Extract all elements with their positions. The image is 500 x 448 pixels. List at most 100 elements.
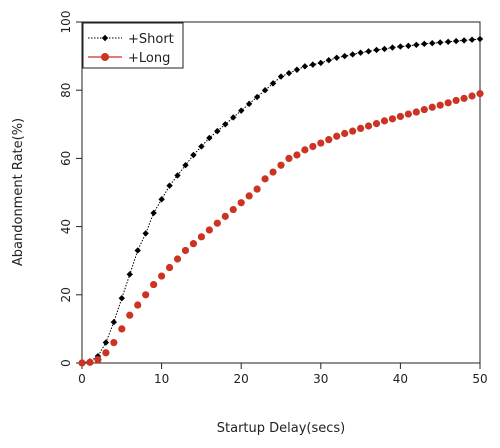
data-point [429, 39, 436, 47]
y-tick-label: 60 [59, 151, 73, 166]
data-point [134, 247, 141, 254]
data-point [333, 54, 340, 62]
data-point [325, 56, 332, 64]
y-tick-label: 0 [59, 359, 73, 367]
data-point [372, 120, 381, 128]
data-point [460, 94, 468, 102]
x-tick-label: 30 [313, 372, 328, 386]
x-tick-label: 10 [154, 372, 169, 386]
data-point [428, 103, 436, 111]
y-tick-label: 80 [59, 83, 73, 98]
data-point [460, 37, 468, 44]
data-point [150, 209, 157, 217]
data-point [341, 129, 349, 138]
data-point [102, 349, 110, 357]
data-point [222, 121, 229, 128]
data-point [230, 114, 237, 121]
legend-box [82, 22, 184, 69]
data-point [301, 63, 309, 70]
data-point [373, 46, 380, 54]
data-point [158, 196, 165, 203]
data-point [349, 51, 356, 58]
data-point [238, 107, 245, 114]
legend-marker [101, 53, 109, 61]
data-point [205, 226, 213, 234]
data-point [413, 41, 420, 49]
data-point [245, 192, 253, 200]
data-point [110, 338, 118, 347]
y-tick-label: 100 [59, 11, 73, 34]
data-point [285, 69, 293, 77]
legend-label: +Short [128, 32, 174, 47]
data-point [309, 61, 317, 68]
data-point [150, 280, 158, 289]
data-point [468, 36, 476, 43]
data-point [126, 271, 133, 278]
data-point [285, 154, 293, 162]
data-point [126, 311, 134, 319]
data-point [269, 168, 277, 176]
data-point [412, 108, 420, 116]
data-point [309, 142, 317, 151]
data-point [381, 45, 388, 53]
data-point [468, 92, 476, 100]
data-point [389, 44, 396, 51]
data-point [86, 358, 94, 366]
data-point [397, 43, 404, 50]
x-axis-label: Startup Delay(secs) [217, 421, 346, 436]
data-point [405, 42, 412, 50]
series-layer [78, 35, 484, 367]
data-point [293, 66, 301, 73]
data-point [357, 49, 364, 56]
data-point [142, 230, 149, 237]
y-tick-label: 20 [59, 287, 73, 302]
data-point [421, 40, 428, 48]
data-point [221, 212, 229, 220]
series-line [81, 38, 481, 364]
x-tick-label: 50 [472, 372, 487, 386]
data-point [436, 101, 444, 109]
data-point [206, 134, 213, 142]
data-point [197, 233, 205, 241]
data-point [173, 255, 182, 263]
data-point [237, 199, 245, 207]
y-tick-label: 40 [59, 219, 73, 234]
axis-ticks: 0 10 20 30 40 50 0 20 40 60 80 100 [59, 11, 488, 386]
data-point [182, 162, 189, 169]
data-point [420, 106, 428, 114]
data-point [349, 127, 357, 135]
data-point [118, 295, 125, 302]
x-tick-label: 20 [234, 372, 249, 386]
data-point [253, 185, 261, 193]
data-point [102, 339, 110, 346]
data-point [452, 37, 460, 45]
data-point [181, 246, 190, 255]
data-point [174, 172, 181, 179]
data-point [476, 90, 484, 98]
data-point [198, 143, 205, 150]
data-point [333, 132, 341, 140]
data-point [476, 35, 484, 43]
data-point [142, 291, 150, 299]
legend-label: +Long [128, 51, 170, 66]
data-point [325, 136, 333, 144]
data-point [189, 240, 198, 248]
data-point [452, 96, 460, 105]
plot-frame [81, 21, 481, 364]
data-point [277, 73, 285, 80]
series-1 [78, 35, 484, 367]
data-point [277, 161, 285, 169]
data-point [110, 318, 118, 326]
data-point [364, 122, 373, 130]
data-point [261, 87, 269, 94]
data-point [444, 99, 452, 107]
data-point [253, 93, 261, 101]
data-point [301, 146, 309, 154]
data-point [118, 325, 126, 333]
x-tick-label: 40 [393, 372, 408, 386]
data-point [214, 127, 221, 135]
data-point [190, 151, 197, 159]
data-point [245, 100, 253, 108]
